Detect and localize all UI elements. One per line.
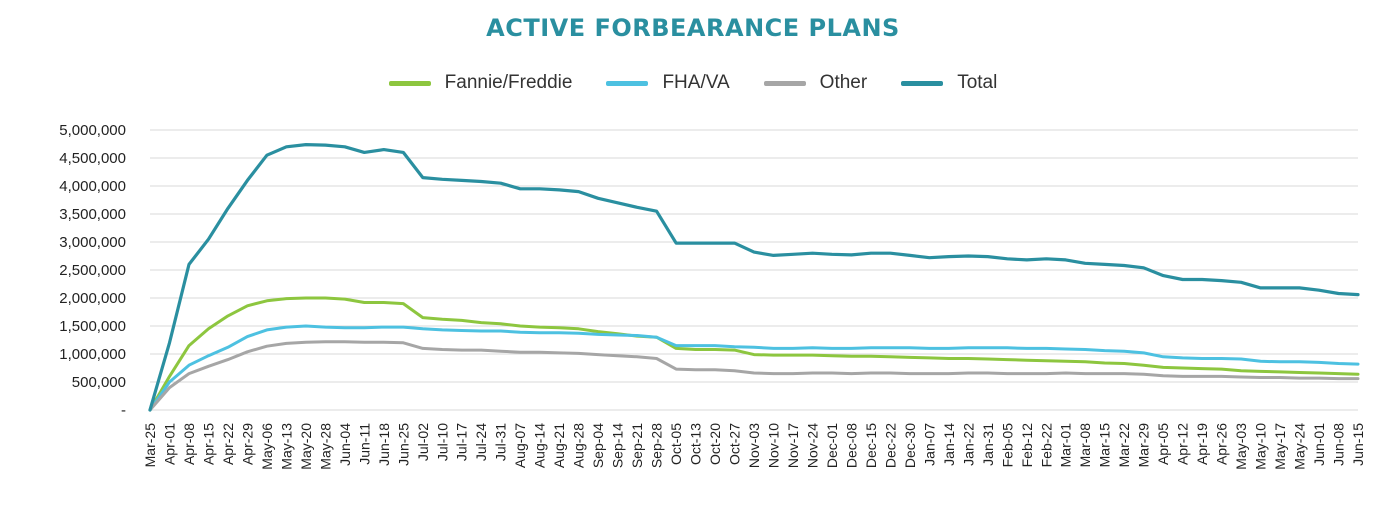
x-tick-label: May-03	[1233, 423, 1249, 470]
x-tick-label: Feb-22	[1038, 423, 1054, 468]
x-tick-label: May-06	[259, 423, 275, 470]
legend: Fannie/Freddie FHA/VA Other Total	[0, 72, 1386, 94]
x-tick-label: Nov-03	[746, 423, 762, 468]
x-tick-label: Mar-15	[1097, 423, 1113, 468]
x-tick-label: Dec-01	[824, 423, 840, 468]
y-tick-label: 5,000,000	[59, 122, 126, 139]
x-tick-label: Feb-05	[999, 423, 1015, 468]
x-tick-label: Jun-04	[337, 423, 353, 466]
x-tick-label: Nov-17	[785, 423, 801, 468]
y-tick-label: 500,000	[72, 374, 126, 391]
x-tick-label: May-17	[1272, 423, 1288, 470]
x-tick-label: Dec-15	[863, 423, 879, 468]
x-tick-label: Oct-27	[727, 423, 743, 465]
x-tick-label: Apr-22	[220, 423, 236, 465]
x-tick-label: Aug-07	[512, 423, 528, 468]
legend-label-total: Total	[957, 72, 998, 93]
x-tick-label: Oct-13	[688, 423, 704, 465]
x-tick-label: May-24	[1292, 423, 1308, 470]
x-tick-label: Apr-01	[161, 423, 177, 465]
x-tick-label: Jul-17	[454, 423, 470, 461]
x-tick-label: Apr-26	[1214, 423, 1230, 465]
y-tick-label: 4,500,000	[59, 150, 126, 167]
legend-swatch-other	[763, 80, 806, 86]
x-tick-label: Mar-01	[1058, 423, 1074, 468]
legend-item-other: Other	[763, 72, 868, 94]
y-tick-label: 4,000,000	[59, 178, 126, 195]
x-tick-label: Jul-02	[415, 423, 431, 461]
series-line-fha-va	[148, 324, 1360, 412]
y-tick-label: 3,500,000	[59, 206, 126, 223]
series-line-other	[148, 340, 1360, 412]
x-tick-label: Apr-29	[239, 423, 255, 465]
x-tick-label: Apr-12	[1175, 423, 1191, 465]
x-tick-label: Mar-25	[142, 423, 158, 468]
x-tick-label: Aug-14	[532, 423, 548, 468]
x-tick-label: Aug-28	[571, 423, 587, 468]
x-tick-label: Jul-10	[434, 423, 450, 461]
legend-item-total: Total	[901, 72, 997, 94]
x-tick-label: Jan-22	[960, 423, 976, 466]
y-tick-label: 1,500,000	[59, 318, 126, 335]
x-tick-label: Jun-08	[1331, 423, 1347, 466]
y-tick-label: -	[121, 402, 126, 419]
x-tick-label: Jan-31	[980, 423, 996, 466]
x-tick-label: Sep-28	[649, 423, 665, 468]
x-tick-label: Dec-30	[902, 423, 918, 468]
x-tick-label: Jan-14	[941, 423, 957, 466]
x-tick-label: Aug-21	[551, 423, 567, 468]
x-tick-label: Mar-22	[1116, 423, 1132, 468]
x-tick-label: May-13	[278, 423, 294, 470]
x-tick-label: Jul-31	[493, 423, 509, 461]
legend-swatch-fannie-freddie	[388, 80, 431, 86]
legend-label-fha-va: FHA/VA	[662, 72, 730, 93]
series-line-fannie-freddie	[148, 296, 1360, 412]
x-tick-label: Jan-07	[921, 423, 937, 466]
legend-label-other: Other	[819, 72, 868, 93]
x-tick-label: Dec-08	[843, 423, 859, 468]
x-tick-label: Dec-22	[882, 423, 898, 468]
x-tick-label: Nov-24	[804, 423, 820, 468]
legend-label-fannie-freddie: Fannie/Freddie	[444, 72, 573, 93]
x-tick-label: May-20	[298, 423, 314, 470]
x-tick-label: Sep-21	[629, 423, 645, 468]
x-tick-label: Jun-18	[376, 423, 392, 466]
x-tick-label: Oct-05	[668, 423, 684, 465]
x-tick-label: Feb-12	[1019, 423, 1035, 468]
x-tick-label: Jun-11	[356, 423, 372, 465]
x-tick-label: Sep-04	[590, 423, 606, 468]
x-tick-label: May-10	[1253, 423, 1269, 470]
x-tick-label: Apr-05	[1155, 423, 1171, 465]
y-tick-label: 2,500,000	[59, 262, 126, 279]
y-tick-label: 1,000,000	[59, 346, 126, 363]
legend-item-fannie-freddie: Fannie/Freddie	[388, 72, 573, 94]
legend-swatch-fha-va	[606, 80, 649, 86]
x-tick-label: Nov-10	[765, 423, 781, 468]
x-tick-label: Mar-08	[1077, 423, 1093, 468]
x-tick-label: Sep-14	[610, 423, 626, 468]
legend-swatch-total	[901, 80, 944, 86]
y-tick-label: 2,000,000	[59, 290, 126, 307]
x-tick-label: May-28	[317, 423, 333, 470]
x-tick-label: Jun-25	[395, 423, 411, 466]
x-tick-label: Oct-20	[707, 423, 723, 465]
legend-item-fha-va: FHA/VA	[606, 72, 730, 94]
x-tick-label: Jun-01	[1311, 423, 1327, 466]
x-tick-label: Apr-08	[181, 423, 197, 465]
x-tick-label: Jul-24	[473, 423, 489, 461]
x-tick-label: Apr-19	[1194, 423, 1210, 465]
x-tick-label: Jun-15	[1350, 423, 1366, 466]
x-tick-label: Apr-15	[200, 423, 216, 465]
chart-title: ACTIVE FORBEARANCE PLANS	[486, 14, 900, 42]
series-line-total	[148, 143, 1360, 412]
y-tick-label: 3,000,000	[59, 234, 126, 251]
x-tick-label: Mar-29	[1136, 423, 1152, 468]
